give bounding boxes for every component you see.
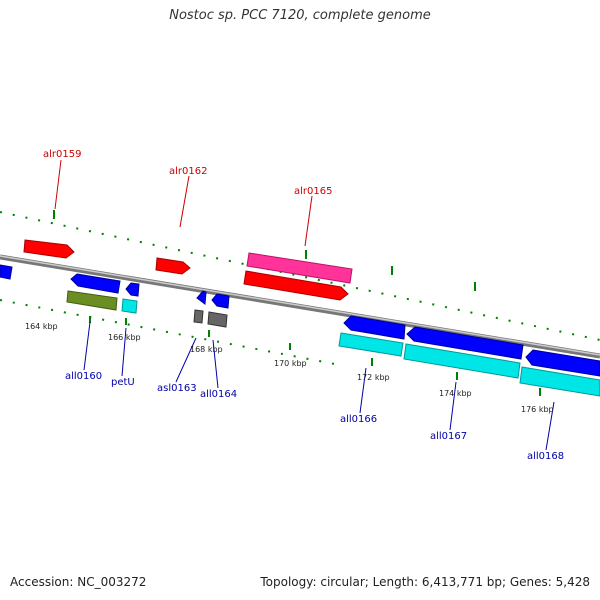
major-ticks <box>53 210 541 396</box>
kbp-labels: 164 kbp 166 kbp 168 kbp 170 kbp 172 kbp … <box>25 322 554 414</box>
gene-label-asl0163[interactable]: asl0163 <box>157 383 197 394</box>
gene-all0168-cyan[interactable] <box>519 366 600 397</box>
kbp-label-168: 168 kbp <box>190 345 223 354</box>
gene-label-all0164[interactable]: all0164 <box>200 389 237 400</box>
reverse-gene-labels: all0160 petU asl0163 all0164 all0166 all… <box>65 371 564 462</box>
label-leader-lines <box>54 159 555 451</box>
gene-all0160-olive[interactable] <box>66 290 118 311</box>
gene-all0164-blue[interactable] <box>211 293 230 309</box>
kbp-label-166: 166 kbp <box>108 333 141 342</box>
gene-all0160-blue-arrow[interactable] <box>70 273 121 294</box>
kbp-label-176: 176 kbp <box>521 405 554 414</box>
gene-label-all0160[interactable]: all0160 <box>65 371 102 382</box>
reverse-tick-track <box>0 299 341 366</box>
gene-partial-left-blue[interactable] <box>0 264 13 280</box>
gene-asl0163-blue[interactable] <box>196 290 207 305</box>
kbp-label-174: 174 kbp <box>439 389 472 398</box>
gene-petU-blue[interactable] <box>125 282 140 297</box>
gene-label-alr0165[interactable]: alr0165 <box>294 186 332 197</box>
gene-petU-cyan[interactable] <box>121 298 138 314</box>
gene-alr0165-pink-arrow[interactable] <box>246 252 353 284</box>
gene-all0166-cyan[interactable] <box>338 332 404 357</box>
gene-asl0163-gray[interactable] <box>193 309 204 324</box>
genome-backbone <box>0 254 600 359</box>
genome-summary-text: Topology: circular; Length: 6,413,771 bp… <box>260 575 590 589</box>
gene-label-all0166[interactable]: all0166 <box>340 414 377 425</box>
gene-alr0165-red-arrow[interactable] <box>243 270 349 301</box>
kbp-label-170: 170 kbp <box>274 359 307 368</box>
gene-alr0162-arrow[interactable] <box>155 257 191 275</box>
gene-all0168-blue-arrow[interactable] <box>525 349 600 377</box>
gene-all0167-blue-arrow[interactable] <box>406 326 524 360</box>
gene-all0164-gray[interactable] <box>207 311 228 328</box>
accession-text: Accession: NC_003272 <box>10 575 147 589</box>
gene-label-alr0162[interactable]: alr0162 <box>169 166 207 177</box>
kbp-label-172: 172 kbp <box>357 373 390 382</box>
gene-label-all0167[interactable]: all0167 <box>430 431 467 442</box>
map-title: Nostoc sp. PCC 7120, complete genome <box>169 8 431 23</box>
forward-gene-labels: alr0159 alr0162 alr0165 <box>43 149 332 197</box>
gene-label-petU[interactable]: petU <box>111 377 135 388</box>
gene-label-alr0159[interactable]: alr0159 <box>43 149 81 160</box>
gene-label-all0168[interactable]: all0168 <box>527 451 564 462</box>
gene-all0166-blue-arrow[interactable] <box>343 315 406 340</box>
kbp-label-164: 164 kbp <box>25 322 58 331</box>
gene-all0167-cyan[interactable] <box>403 343 521 379</box>
gene-alr0159-arrow[interactable] <box>23 239 75 259</box>
